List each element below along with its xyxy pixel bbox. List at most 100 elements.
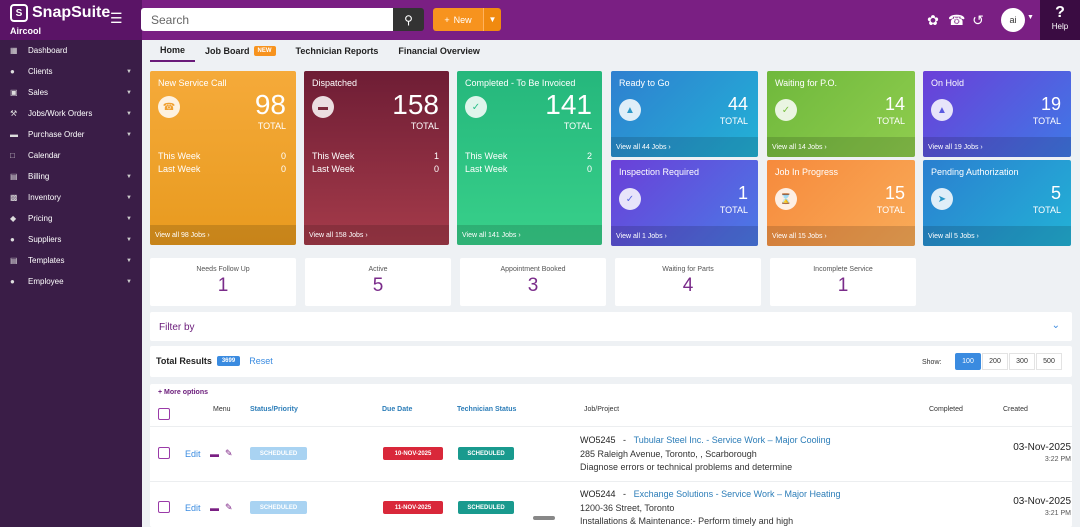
results-panel: Total Results 3699 Reset Show: 100 200 3… (150, 346, 1072, 377)
chevron-right-icon: › (976, 232, 979, 240)
show-label: Show: (922, 359, 942, 366)
more-options-link[interactable]: + More options (158, 389, 208, 396)
phone-icon[interactable]: ☎ (948, 12, 966, 28)
chevron-down-icon: ▼ (126, 194, 132, 201)
card-footer-link[interactable]: View all 141 Jobs › (457, 225, 602, 245)
tab-technician-reports[interactable]: Technician Reports (286, 40, 389, 62)
avatar[interactable]: ai (1001, 8, 1025, 32)
last-week-value: 0 (586, 164, 592, 174)
card-footer-link[interactable]: View all 98 Jobs › (150, 225, 296, 245)
help-button[interactable]: ? Help (1040, 0, 1080, 40)
card-footer-link[interactable]: View all 158 Jobs › (304, 225, 449, 245)
card-pending-authorization[interactable]: Pending Authorization ➤ 5 TOTAL View all… (923, 160, 1071, 246)
card-footer-link[interactable]: View all 19 Jobs › (923, 137, 1071, 157)
row-checkbox[interactable] (158, 447, 170, 459)
stat-needs-follow-up[interactable]: Needs Follow Up 1 (150, 258, 296, 306)
row-checkbox[interactable] (158, 501, 170, 513)
sidebar-item-calendar[interactable]: □ Calendar (0, 145, 142, 166)
sidebar-item-label: Billing (28, 172, 50, 181)
results-count-badge: 3699 (216, 356, 241, 366)
card-ready-to-go[interactable]: Ready to Go ▲ 44 TOTAL View all 44 Jobs … (611, 71, 758, 157)
search-button[interactable]: ⚲ (393, 8, 424, 31)
stat-waiting-for-parts[interactable]: Waiting for Parts 4 (615, 258, 761, 306)
sidebar-item-dashboard[interactable]: ▦ Dashboard (0, 40, 142, 61)
card-total-value: 19 (1040, 94, 1061, 114)
logo-area: S SnapSuite Aircool (0, 0, 142, 40)
sidebar-item-suppliers[interactable]: ● Suppliers ▼ (0, 229, 142, 250)
card-footer-link[interactable]: View all 1 Jobs › (611, 226, 758, 246)
stat-incomplete-service[interactable]: Incomplete Service 1 (770, 258, 916, 306)
tab-home[interactable]: Home (150, 40, 196, 62)
last-week-value: 0 (280, 164, 286, 174)
card-job-in-progress[interactable]: Job In Progress ⌛ 15 TOTAL View all 15 J… (767, 160, 915, 246)
menu-toggle-icon[interactable]: ☰ (110, 10, 123, 26)
header-technician-status[interactable]: Technician Status (457, 406, 517, 413)
tab-financial-overview[interactable]: Financial Overview (388, 40, 490, 62)
new-dropdown-button[interactable]: ▼ (483, 8, 501, 31)
chevron-down-icon[interactable]: ⌄ (1051, 320, 1060, 331)
stat-appointment-booked[interactable]: Appointment Booked 3 (460, 258, 606, 306)
edit-icon[interactable]: ✎ (225, 448, 233, 458)
edit-link[interactable]: Edit (185, 449, 201, 459)
card-footer-label: View all 141 Jobs (462, 231, 517, 239)
reset-link[interactable]: Reset (249, 356, 273, 366)
sidebar-item-employee[interactable]: ● Employee ▼ (0, 271, 142, 292)
sidebar-item-billing[interactable]: ▤ Billing ▼ (0, 166, 142, 187)
sidebar-item-purchase-order[interactable]: ▬ Purchase Order ▼ (0, 124, 142, 145)
truck-icon[interactable]: ▬ (210, 503, 219, 513)
job-address: 285 Raleigh Avenue, Toronto, , Scarborou… (580, 449, 757, 459)
file-icon: ▤ (10, 172, 18, 181)
box-icon: ▩ (10, 193, 18, 202)
project-link[interactable]: Exchange Solutions - Service Work – Majo… (633, 489, 841, 499)
stat-active[interactable]: Active 5 (305, 258, 451, 306)
page-size-500[interactable]: 500 (1036, 353, 1062, 370)
page-size-100[interactable]: 100 (955, 353, 981, 370)
new-button[interactable]: + New (433, 8, 483, 31)
plus-icon: + (444, 14, 450, 25)
card-on-hold[interactable]: On Hold ▲ 19 TOTAL View all 19 Jobs › (923, 71, 1071, 157)
header-status-priority[interactable]: Status/Priority (250, 406, 298, 413)
page-size-200[interactable]: 200 (982, 353, 1008, 370)
header-due-date[interactable]: Due Date (382, 406, 413, 413)
card-waiting-po[interactable]: Waiting for P.O. ✓ 14 TOTAL View all 14 … (767, 71, 915, 157)
this-week-value: 0 (280, 151, 286, 161)
edit-link[interactable]: Edit (185, 503, 201, 513)
logo[interactable]: S SnapSuite (10, 4, 110, 22)
thumbs-up-icon: ▲ (931, 99, 953, 121)
select-all-checkbox[interactable] (158, 408, 170, 420)
tech-status-badge: SCHEDULED (458, 447, 514, 460)
project-link[interactable]: Tubular Steel Inc. - Service Work – Majo… (633, 435, 831, 445)
sidebar: ▦ Dashboard ● Clients ▼ ▣ Sales ▼ ⚒ Jobs/Work … (0, 40, 142, 527)
card-footer-link[interactable]: View all 5 Jobs › (923, 226, 1071, 246)
sidebar-item-jobs[interactable]: ⚒ Jobs/Work Orders ▼ (0, 103, 142, 124)
page-size-300[interactable]: 300 (1009, 353, 1035, 370)
truck-icon[interactable]: ▬ (210, 449, 219, 459)
card-new-service-call[interactable]: New Service Call ☎ 98 TOTAL This Week 0 … (150, 71, 296, 245)
card-footer-link[interactable]: View all 44 Jobs › (611, 137, 758, 157)
sidebar-item-inventory[interactable]: ▩ Inventory ▼ (0, 187, 142, 208)
sidebar-item-sales[interactable]: ▣ Sales ▼ (0, 82, 142, 103)
card-total-label: TOTAL (410, 121, 439, 131)
tab-label: Financial Overview (398, 46, 480, 56)
card-dispatched[interactable]: Dispatched ▬ 158 TOTAL This Week 1 Last … (304, 71, 449, 245)
sidebar-item-templates[interactable]: ▤ Templates ▼ (0, 250, 142, 271)
bug-icon[interactable]: ✿ (927, 12, 939, 28)
card-footer-link[interactable]: View all 15 Jobs › (767, 226, 915, 246)
search-input[interactable] (141, 8, 393, 31)
this-week-value: 2 (586, 151, 592, 161)
stat-label: Active (368, 266, 388, 273)
card-completed[interactable]: Completed - To Be Invoiced ✓ 141 TOTAL T… (457, 71, 602, 245)
card-inspection-required[interactable]: Inspection Required ✓ 1 TOTAL View all 1… (611, 160, 758, 246)
card-total-label: TOTAL (1032, 205, 1061, 215)
horizontal-scrollbar[interactable] (533, 516, 555, 520)
calendar-icon: □ (10, 151, 15, 160)
stat-label: Waiting for Parts (662, 266, 714, 273)
chevron-down-icon[interactable]: ▼ (1027, 14, 1034, 21)
tab-job-board[interactable]: Job Board NEW (195, 40, 286, 62)
edit-icon[interactable]: ✎ (225, 502, 233, 512)
history-icon[interactable]: ↺ (972, 12, 984, 28)
sidebar-item-clients[interactable]: ● Clients ▼ (0, 61, 142, 82)
sidebar-item-pricing[interactable]: ◆ Pricing ▼ (0, 208, 142, 229)
card-footer-link[interactable]: View all 14 Jobs › (767, 137, 915, 157)
filter-panel[interactable]: Filter by ⌄ (150, 312, 1072, 341)
